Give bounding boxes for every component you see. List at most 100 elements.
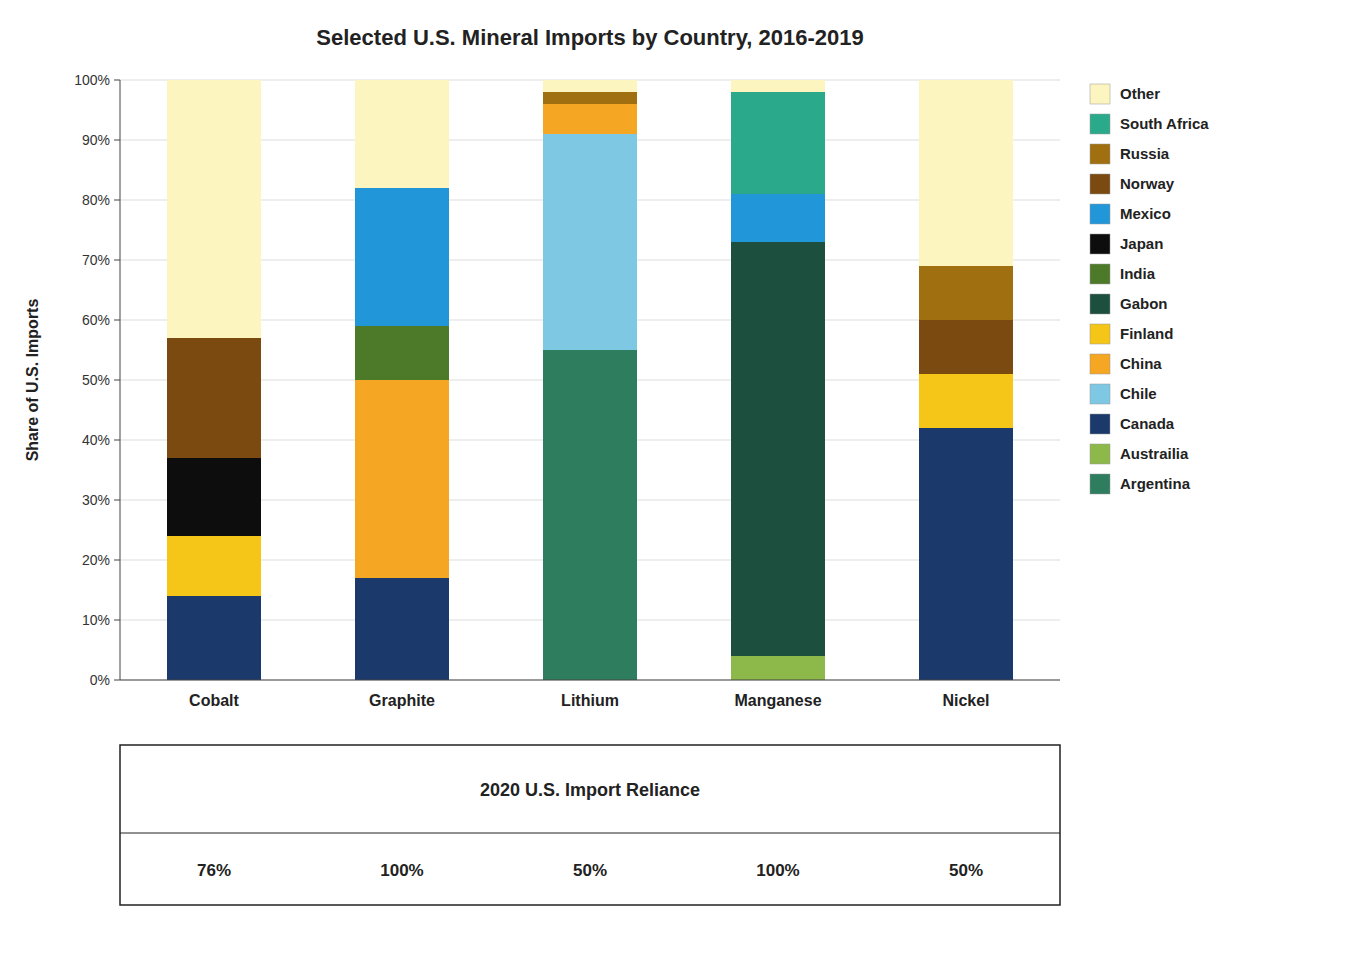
legend-swatch xyxy=(1090,204,1110,224)
legend-label: Austrailia xyxy=(1120,445,1189,462)
y-tick-label: 60% xyxy=(82,312,110,328)
table-value: 50% xyxy=(573,861,607,880)
y-tick-label: 70% xyxy=(82,252,110,268)
table-value: 76% xyxy=(197,861,231,880)
bar-segment: Gabon: 69 xyxy=(731,242,825,656)
y-tick-label: 30% xyxy=(82,492,110,508)
bar-segment: Argentina: 55 xyxy=(543,350,637,680)
y-tick xyxy=(114,500,120,501)
legend-swatch xyxy=(1090,384,1110,404)
y-tick-label: 100% xyxy=(74,72,110,88)
x-axis-line xyxy=(120,680,1060,681)
y-tick-label: 50% xyxy=(82,372,110,388)
import-reliance-table: 2020 U.S. Import Reliance 76% 100% 50% 100% 5… xyxy=(120,745,1060,905)
y-grid xyxy=(120,80,1060,680)
legend-swatch xyxy=(1090,294,1110,314)
x-tick-label: Nickel xyxy=(942,692,989,709)
bars: Argentina: 55 Austrailia: 4 Canada: 14 Cana… xyxy=(167,80,1013,680)
legend-swatch xyxy=(1090,264,1110,284)
bar-segment: Russia: 9 xyxy=(919,266,1013,320)
bar-segment: Japan: 13 xyxy=(167,458,261,536)
legend-label: South Africa xyxy=(1120,115,1209,132)
bar-segment: India: 9 xyxy=(355,326,449,380)
bar-segment: Canada: 17 xyxy=(355,578,449,680)
bar-segment: Norway: 20 xyxy=(167,338,261,458)
bar-segment: Canada: 14 xyxy=(167,596,261,680)
legend-swatch xyxy=(1090,414,1110,434)
bar-segment: Mexico: 23 xyxy=(355,188,449,326)
legend-swatch xyxy=(1090,234,1110,254)
bar-segment: Other: 31 xyxy=(919,80,1013,266)
legend-label: Russia xyxy=(1120,145,1170,162)
legend-swatch xyxy=(1090,354,1110,374)
bar-segment: South Africa: 17 xyxy=(731,92,825,194)
y-tick-label: 80% xyxy=(82,192,110,208)
grid-line xyxy=(120,680,1060,681)
table-value: 50% xyxy=(949,861,983,880)
legend-label: Japan xyxy=(1120,235,1163,252)
bar-segment: China: 33 xyxy=(355,380,449,578)
y-tick xyxy=(114,680,120,681)
bar-segment: Other: 43 xyxy=(167,80,261,338)
legend-label: China xyxy=(1120,355,1162,372)
legend-label: Canada xyxy=(1120,415,1175,432)
y-tick xyxy=(114,380,120,381)
y-tick xyxy=(114,440,120,441)
bar-segment: Austrailia: 4 xyxy=(731,656,825,680)
y-tick-label: 0% xyxy=(90,672,110,688)
legend-label: Mexico xyxy=(1120,205,1171,222)
y-tick xyxy=(114,620,120,621)
y-tick-label: 90% xyxy=(82,132,110,148)
y-tick-label: 40% xyxy=(82,432,110,448)
legend-label: India xyxy=(1120,265,1156,282)
table-frame xyxy=(120,745,1060,905)
bar-segment: Finland: 9 xyxy=(919,374,1013,428)
legend-swatch xyxy=(1090,324,1110,344)
bar-segment: Finland: 10 xyxy=(167,536,261,596)
x-tick-label: Cobalt xyxy=(189,692,239,709)
legend-label: Other xyxy=(1120,85,1160,102)
legend-label: Norway xyxy=(1120,175,1175,192)
y-axis-label: Share of U.S. Imports xyxy=(24,299,41,462)
table-divider xyxy=(120,833,1060,834)
legend-label: Gabon xyxy=(1120,295,1168,312)
bar-segment: Chile: 36 xyxy=(543,134,637,350)
legend-label: Argentina xyxy=(1120,475,1191,492)
y-tick xyxy=(114,260,120,261)
bar-segment: Mexico: 8 xyxy=(731,194,825,242)
y-axis-line xyxy=(120,80,121,680)
legend-label: Chile xyxy=(1120,385,1157,402)
table-value: 100% xyxy=(380,861,423,880)
bar-segment: Other: 2 xyxy=(543,80,637,92)
y-axis: 0% 10% 20% 30% 40% 50% 60% 70% 80% 90% 100% xyxy=(74,72,120,688)
y-tick-label: 10% xyxy=(82,612,110,628)
chart: Selected U.S. Mineral Imports by Country… xyxy=(0,0,1350,967)
legend-swatch xyxy=(1090,84,1110,104)
y-tick xyxy=(114,560,120,561)
x-tick-label: Manganese xyxy=(734,692,821,709)
legend: Other South Africa Russia Norway Mexico Japan… xyxy=(1090,84,1209,494)
legend-swatch xyxy=(1090,114,1110,134)
legend-swatch xyxy=(1090,144,1110,164)
bar-segment: China: 5 xyxy=(543,104,637,134)
bar-segment: Other: 18 xyxy=(355,80,449,188)
legend-swatch xyxy=(1090,444,1110,464)
title: Selected U.S. Mineral Imports by Country… xyxy=(316,25,863,50)
x-tick-label: Graphite xyxy=(369,692,435,709)
table-title: 2020 U.S. Import Reliance xyxy=(480,780,700,800)
bar-segment: Russia: 2 xyxy=(543,92,637,104)
y-tick xyxy=(114,140,120,141)
bar-segment: Norway: 9 xyxy=(919,320,1013,374)
y-tick xyxy=(114,320,120,321)
bar-segment: Canada: 42 xyxy=(919,428,1013,680)
y-tick-label: 20% xyxy=(82,552,110,568)
bar-segment: Other: 2 xyxy=(731,80,825,92)
x-axis: Cobalt Graphite Lithium Manganese Nickel xyxy=(189,692,989,709)
legend-label: Finland xyxy=(1120,325,1173,342)
legend-swatch xyxy=(1090,474,1110,494)
y-tick xyxy=(114,80,120,81)
legend-swatch xyxy=(1090,174,1110,194)
y-tick xyxy=(114,200,120,201)
table-value: 100% xyxy=(756,861,799,880)
x-tick-label: Lithium xyxy=(561,692,619,709)
